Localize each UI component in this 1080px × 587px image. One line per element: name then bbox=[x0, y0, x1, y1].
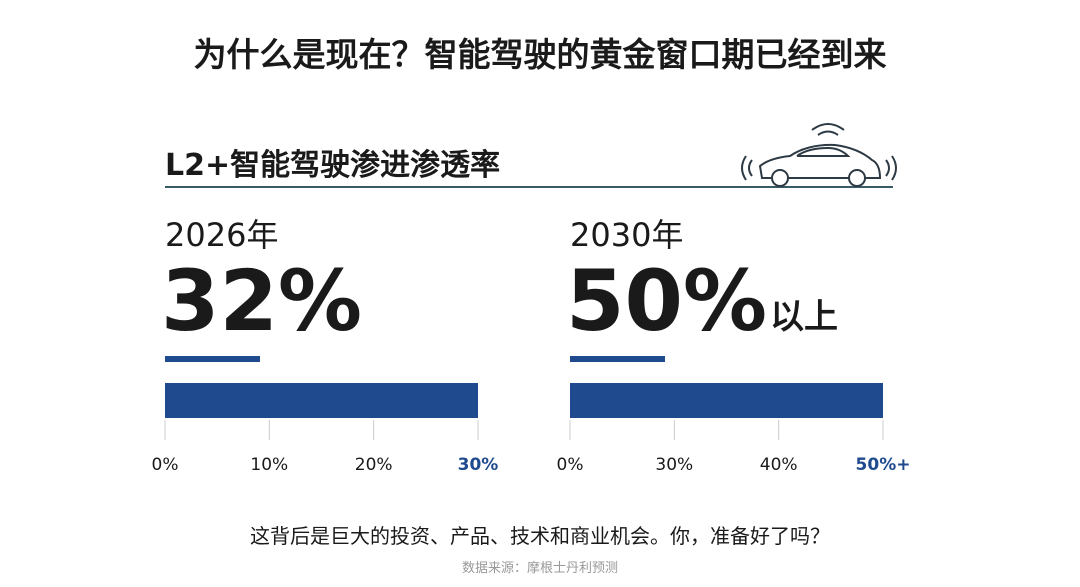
tick-label: 0% bbox=[557, 455, 584, 475]
bar bbox=[570, 383, 883, 418]
tick-label: 0% bbox=[152, 455, 179, 475]
footer-text: 这背后是巨大的投资、产品、技术和商业机会。你，准备好了吗？ bbox=[250, 524, 830, 548]
tick-label: 30% bbox=[655, 455, 693, 475]
value-suffix: 以上 bbox=[770, 297, 838, 337]
tick-label: 30% bbox=[458, 455, 499, 475]
page-title: 为什么是现在？智能驾驶的黄金窗口期已经到来 bbox=[194, 35, 887, 74]
section-title: L2+智能驾驶渗进渗透率 bbox=[165, 148, 500, 183]
year: 2030年 bbox=[570, 216, 683, 254]
small-bar bbox=[570, 356, 665, 362]
car-icon bbox=[741, 123, 897, 187]
source: 数据来源：摩根士丹利预测 bbox=[462, 560, 618, 576]
tick-label: 40% bbox=[760, 455, 798, 475]
big-value: 50% bbox=[566, 252, 767, 350]
tick-label: 20% bbox=[355, 455, 393, 475]
year: 2026年 bbox=[165, 216, 278, 254]
bar bbox=[165, 383, 478, 418]
big-value: 32% bbox=[161, 252, 362, 350]
small-bar bbox=[165, 356, 260, 362]
tick-label: 10% bbox=[250, 455, 288, 475]
tick-label: 50%+ bbox=[856, 455, 911, 475]
